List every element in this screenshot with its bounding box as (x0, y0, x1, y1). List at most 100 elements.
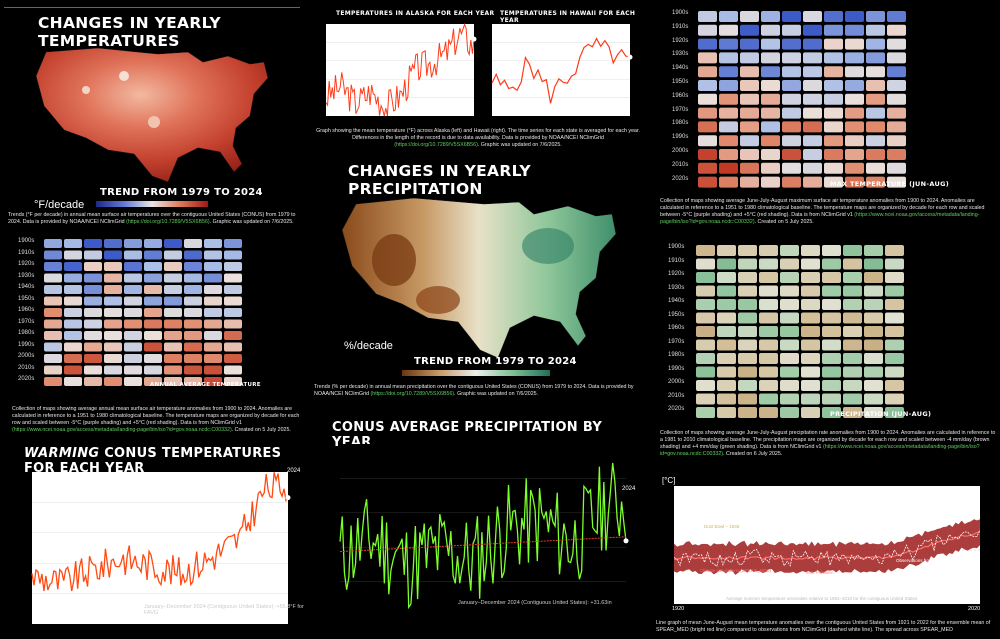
mini-map (761, 135, 780, 147)
mini-map (740, 11, 759, 22)
mini-map (64, 308, 82, 317)
decade-label: 1940s (18, 284, 35, 290)
mini-map (759, 366, 778, 378)
mini-map (184, 331, 202, 340)
mini-map (761, 24, 780, 36)
mini-map (759, 380, 778, 391)
mini-map (164, 250, 182, 260)
mini-map (780, 312, 799, 324)
mini-map (64, 262, 82, 271)
mini-map (866, 66, 885, 78)
series-line (325, 22, 475, 117)
annual-grid-panel: 1900s 1910s 1920s 1930s 1940s 1950s 1960s 1970s… (4, 234, 300, 433)
mini-map (44, 273, 62, 283)
mini-map (864, 339, 883, 351)
conus-precip-end-label: 2024 (622, 486, 636, 492)
mini-map (780, 299, 799, 310)
mini-map (801, 339, 820, 351)
mini-map (864, 393, 883, 405)
precip-map-caption: Trends (% per decade) in annual mean pre… (314, 384, 634, 397)
mini-map (184, 308, 202, 317)
mini-map (801, 326, 820, 337)
mini-map (822, 285, 841, 297)
mini-map (717, 366, 736, 378)
mini-map (204, 319, 222, 329)
mini-map (822, 353, 841, 364)
mini-map (698, 11, 717, 22)
mini-map (144, 365, 162, 375)
mini-map (719, 93, 738, 105)
mini-map (224, 354, 242, 363)
conus-temp-chart (31, 472, 291, 624)
mini-map (738, 366, 757, 378)
mini-map (104, 250, 122, 260)
mini-map (801, 299, 820, 310)
mini-map (164, 308, 182, 317)
mini-map (740, 176, 759, 188)
mini-map (885, 407, 904, 418)
mini-map (761, 121, 780, 133)
mini-map (44, 342, 62, 352)
mini-map (740, 149, 759, 160)
mini-map (801, 245, 820, 256)
decade-label: 1990s (672, 134, 689, 141)
mini-map (124, 273, 142, 283)
mini-map (887, 149, 906, 160)
mini-map (124, 239, 142, 248)
mini-map (184, 377, 202, 386)
mini-map (698, 162, 717, 174)
mini-map (822, 245, 841, 256)
mini-map (740, 80, 759, 91)
max-temp-panel: 1900s 1910s 1920s 1930s 1940s 1950s 1960s 1970s… (654, 4, 998, 232)
mini-map (204, 239, 222, 248)
mini-map (887, 66, 906, 78)
mini-map (866, 135, 885, 147)
mini-map (740, 135, 759, 147)
mini-map (64, 296, 82, 306)
mini-map (885, 299, 904, 310)
precip-colorbar (402, 370, 550, 376)
mini-map (885, 258, 904, 270)
mini-map (866, 11, 885, 22)
mini-map (824, 52, 843, 64)
mini-map (64, 239, 82, 248)
mini-map (84, 319, 102, 329)
decade-label: 1920s (668, 271, 685, 277)
mini-map (803, 135, 822, 147)
mini-map (864, 380, 883, 391)
mini-map (845, 93, 864, 105)
max-temp-label: MAX TEMPERATURE (JUN-AUG) (830, 180, 949, 188)
mini-map (44, 365, 62, 375)
mini-map (887, 121, 906, 133)
mini-map (782, 52, 801, 64)
end-point (471, 36, 477, 42)
mini-map (843, 339, 862, 351)
mini-map (696, 272, 715, 283)
mini-map (84, 331, 102, 340)
mini-map (717, 393, 736, 405)
mini-map (761, 80, 780, 91)
mini-map (698, 135, 717, 147)
mini-map (124, 319, 142, 329)
mini-map (740, 38, 759, 50)
mini-map (184, 354, 202, 363)
mini-map (144, 262, 162, 271)
mini-map (866, 24, 885, 36)
mini-map (44, 239, 62, 248)
mini-map (843, 353, 862, 364)
mini-map (822, 312, 841, 324)
trend-line (339, 536, 627, 553)
mini-map (885, 245, 904, 256)
mini-map (780, 326, 799, 337)
mini-map (885, 393, 904, 405)
decade-label: 2000s (668, 379, 685, 385)
mini-map (64, 342, 82, 352)
mini-map (803, 121, 822, 133)
mini-map (696, 299, 715, 310)
mini-map (864, 312, 883, 324)
mini-map (204, 273, 222, 283)
decade-label: 1930s (18, 272, 35, 279)
mini-map (887, 135, 906, 147)
mini-map (843, 407, 862, 418)
decade-label: 1990s (18, 341, 35, 348)
